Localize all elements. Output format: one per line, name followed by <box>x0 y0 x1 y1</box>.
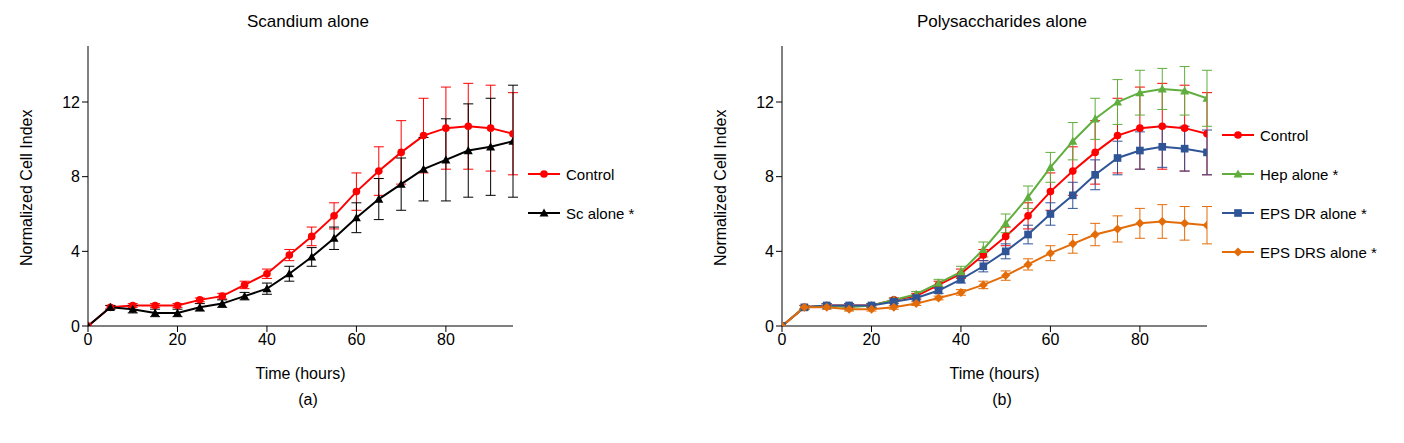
svg-text:Time (hours): Time (hours) <box>255 365 345 382</box>
svg-text:80: 80 <box>437 331 455 348</box>
html-text:EPS DRS alone *: EPS DRS alone * <box>1260 243 1377 261</box>
svg-text:60: 60 <box>348 331 366 348</box>
html-text:Control: Control <box>1260 126 1309 144</box>
svg-text:8: 8 <box>765 168 774 185</box>
html-text:(b): (b) <box>992 391 1012 408</box>
html-text:(a): (a) <box>298 391 318 408</box>
svg-text:0: 0 <box>778 331 787 348</box>
html-text:Polysaccharides alone: Polysaccharides alone <box>916 12 1087 31</box>
html-text:EPS DR alone *: EPS DR alone * <box>1260 204 1367 222</box>
html-text:Control: Control <box>566 165 615 183</box>
svg-text:Time (hours): Time (hours) <box>949 365 1039 382</box>
svg-text:20: 20 <box>863 331 881 348</box>
svg-text:12: 12 <box>62 94 80 111</box>
html-text:Hep alone *: Hep alone * <box>1260 165 1339 183</box>
svg-text:Normalized Cell Index: Normalized Cell Index <box>712 109 729 266</box>
svg-text:40: 40 <box>952 331 970 348</box>
svg-text:40: 40 <box>258 331 276 348</box>
svg-text:80: 80 <box>1131 331 1149 348</box>
svg-text:4: 4 <box>71 243 80 260</box>
svg-text:12: 12 <box>756 94 774 111</box>
svg-text:4: 4 <box>765 243 774 260</box>
svg-text:Normalized Cell Index: Normalized Cell Index <box>18 109 35 266</box>
svg-text:0: 0 <box>71 318 80 335</box>
svg-text:8: 8 <box>71 168 80 185</box>
svg-text:20: 20 <box>169 331 187 348</box>
html-text:Scandium alone: Scandium alone <box>247 12 369 31</box>
svg-text:0: 0 <box>84 331 93 348</box>
svg-text:0: 0 <box>765 318 774 335</box>
html-text:Sc alone *: Sc alone * <box>566 204 635 222</box>
svg-text:60: 60 <box>1042 331 1060 348</box>
